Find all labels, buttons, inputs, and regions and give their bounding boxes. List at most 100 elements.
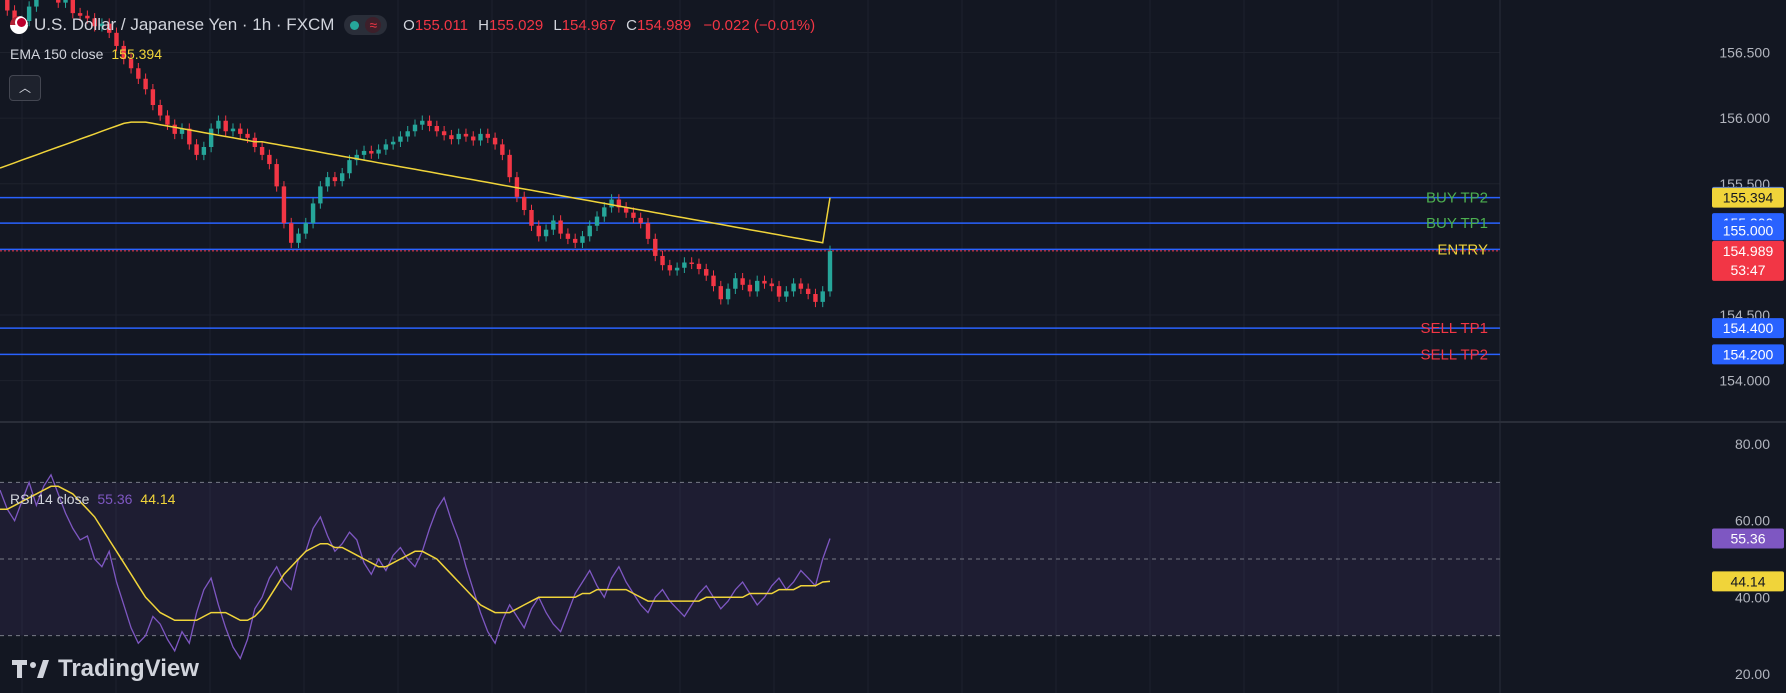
countdown: 53:47: [1730, 262, 1765, 278]
rsi-tick: 20.00: [1735, 666, 1770, 682]
level-price-tag: 154.400: [1723, 320, 1774, 336]
rsi-label: RSI 14 close: [10, 491, 90, 507]
ohlc-low-value: 154.967: [561, 16, 616, 34]
candle-body: [318, 186, 323, 204]
candle-body: [5, 0, 10, 11]
candle-body: [696, 263, 702, 270]
symbol-title[interactable]: U.S. Dollar / Japanese Yen · 1h · FXCM: [34, 15, 335, 34]
candle-body: [754, 280, 760, 292]
candle-body: [784, 291, 789, 297]
level-price-tag: 155.000: [1723, 222, 1774, 238]
candle-body: [165, 115, 170, 125]
ema-legend[interactable]: EMA 150 close 155.394: [10, 46, 162, 62]
candle-body: [441, 131, 447, 136]
collapse-indicators-button[interactable]: ︿: [9, 75, 41, 101]
candle-body: [369, 150, 374, 154]
candle-body: [361, 150, 367, 155]
level-lines: BUY TP2 BUY TP1 ENTRY SELL TP1 SELL TP2: [0, 190, 1500, 637]
candle-body: [339, 173, 345, 182]
candle-body: [536, 225, 541, 237]
candle-body: [485, 133, 491, 138]
candle-body: [398, 136, 403, 142]
rsi-ma-value-tag-bg: [1712, 571, 1784, 592]
candle-body: [471, 136, 476, 141]
candle-body: [405, 131, 410, 137]
candle-body: [34, 0, 39, 7]
candle-body: [725, 288, 731, 300]
candle-body: [507, 154, 512, 178]
rsi-line: [0, 473, 831, 660]
price-tick: 154.000: [1719, 373, 1770, 389]
level-price-tag: 154.200: [1723, 346, 1774, 362]
ohlc-open-value: 155.011: [414, 16, 468, 34]
candle-body: [259, 147, 265, 155]
candle-body: [602, 207, 607, 217]
candle-body: [194, 144, 199, 155]
candle-body: [63, 0, 68, 3]
last-price-tag-bg: [1712, 240, 1784, 281]
candle-body: [179, 128, 185, 134]
candle-body: [172, 124, 177, 134]
level-label: BUY TP2: [1426, 190, 1488, 207]
candle-body: [551, 220, 556, 230]
ohlc-high-key: H: [478, 16, 489, 34]
candle-body: [594, 216, 600, 226]
brand-text: TradingView: [58, 655, 199, 682]
candle-body: [150, 89, 156, 105]
price-tick: 156.500: [1719, 45, 1770, 61]
usd-jpy-flag-icon: [10, 16, 28, 34]
candle-body: [289, 223, 294, 243]
candle-body: [522, 196, 527, 210]
candle-body: [740, 278, 745, 285]
ohlc-change: −0.022 (−0.01%): [703, 16, 816, 34]
rsi-tick: 60.00: [1735, 513, 1770, 529]
candle-body: [660, 255, 665, 266]
candle-body: [354, 154, 359, 161]
market-status-pill[interactable]: ≈: [344, 15, 388, 35]
candle-body: [762, 280, 767, 284]
candle-body: [208, 128, 214, 147]
candle-body: [718, 286, 723, 300]
candle-body: [674, 267, 680, 271]
candle-body: [85, 15, 90, 19]
candle-body: [136, 68, 141, 79]
candle-body: [70, 0, 76, 14]
candle-body: [805, 288, 811, 294]
rsi-legend[interactable]: RSI 14 close 55.36 44.14: [10, 491, 175, 507]
candle-body: [230, 128, 236, 132]
ohlc-low-key: L: [553, 16, 562, 34]
candle-body: [500, 144, 505, 155]
candle-body: [267, 154, 272, 165]
ema-value: 155.394: [111, 46, 162, 62]
candle-body: [653, 238, 658, 256]
candle-body: [274, 164, 279, 187]
candle-body: [303, 223, 308, 234]
candle-body: [456, 133, 461, 140]
candle-body: [645, 223, 651, 239]
level-label: SELL TP2: [1420, 346, 1488, 363]
rsi-tick: 80.00: [1735, 436, 1770, 452]
candle-body: [383, 144, 389, 150]
tradingview-logo[interactable]: TradingView: [12, 655, 199, 683]
candle-body: [332, 177, 338, 182]
candle-body: [609, 199, 614, 208]
candle-body: [56, 0, 61, 3]
candle-body: [107, 23, 112, 33]
candle-body: [463, 133, 469, 137]
candle-body: [390, 141, 396, 145]
chart-header: U.S. Dollar / Japanese Yen · 1h · FXCM ≈…: [10, 14, 815, 36]
candle-body: [26, 6, 32, 21]
ohlc-close-key: C: [626, 16, 637, 34]
candle-body: [114, 32, 119, 46]
rsi-ma-value-tag: 44.14: [1730, 573, 1765, 589]
candle-body: [143, 78, 148, 90]
candle-body: [216, 120, 221, 129]
candle-body: [325, 177, 330, 187]
candle-body: [733, 278, 738, 289]
candle-body: [245, 133, 250, 138]
level-label: BUY TP1: [1426, 215, 1488, 232]
candle-body: [587, 225, 592, 237]
candle-body: [529, 210, 534, 226]
